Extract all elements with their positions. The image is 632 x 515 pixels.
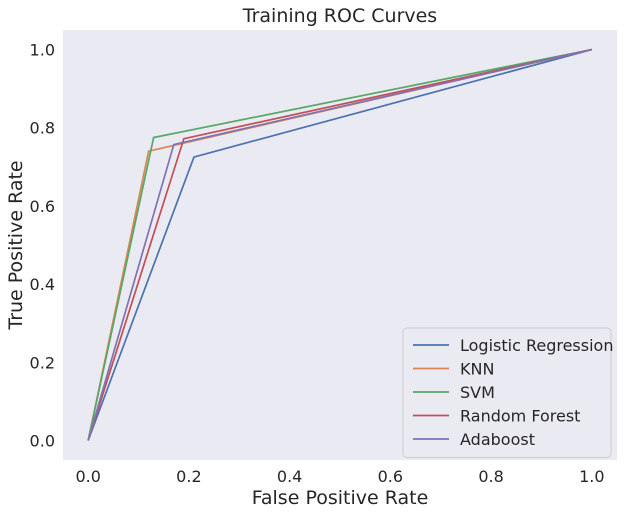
legend-box <box>402 327 612 458</box>
legend-label: KNN <box>460 360 494 379</box>
x-tick-label: 0.4 <box>277 467 302 486</box>
y-tick-label: 0.8 <box>30 119 55 138</box>
y-tick-label: 1.0 <box>30 41 55 60</box>
series-lines <box>87 48 593 441</box>
y-axis-ticks: 0.0 0.2 0.4 0.6 0.8 1.0 <box>30 41 55 451</box>
series-line-random-forest <box>87 48 592 441</box>
series-line-logistic-regression <box>87 48 593 441</box>
y-tick-label: 0.0 <box>30 431 55 450</box>
legend-label: Random Forest <box>460 407 580 426</box>
y-axis-label: True Positive Rate <box>5 160 27 330</box>
y-tick-label: 0.4 <box>30 275 55 294</box>
x-tick-label: 0.6 <box>378 467 403 486</box>
y-tick-label: 0.6 <box>30 197 55 216</box>
x-tick-label: 0.0 <box>75 467 100 486</box>
x-axis-ticks: 0.0 0.2 0.4 0.6 0.8 1.0 <box>75 467 604 486</box>
x-axis-label: False Positive Rate <box>252 487 429 509</box>
y-tick-label: 0.2 <box>30 353 55 372</box>
x-tick-label: 0.8 <box>478 467 503 486</box>
legend: Logistic Regression KNN SVM Random Forest Ad… <box>402 327 613 458</box>
chart-title: Training ROC Curves <box>242 5 437 27</box>
series-line-adaboost <box>87 48 593 441</box>
x-tick-label: 0.2 <box>176 467 201 486</box>
x-tick-label: 1.0 <box>579 467 604 486</box>
series-line-svm <box>87 48 592 441</box>
legend-label: SVM <box>460 383 495 402</box>
legend-label: Logistic Regression <box>460 336 613 355</box>
legend-label: Adaboost <box>460 430 535 449</box>
